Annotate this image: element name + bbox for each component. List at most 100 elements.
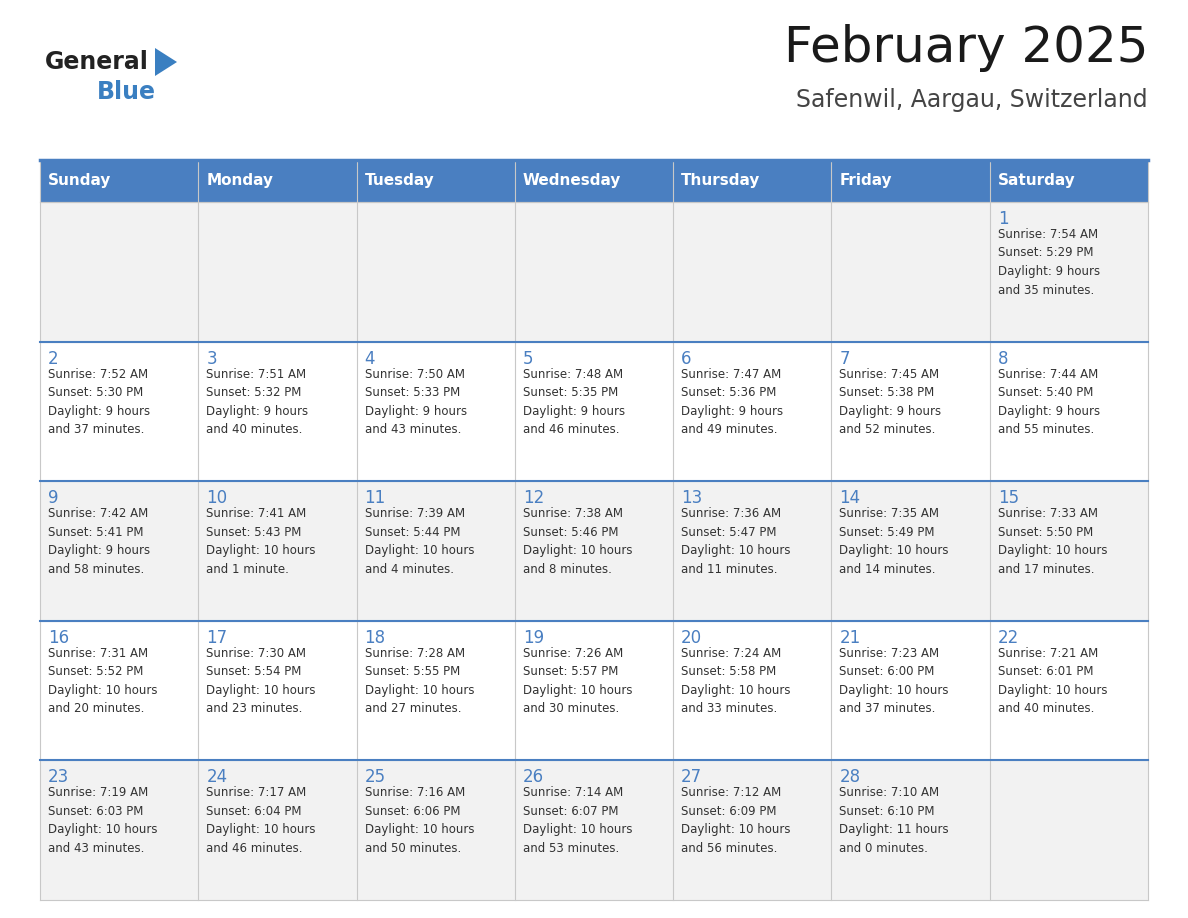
Text: 21: 21 bbox=[840, 629, 860, 647]
Bar bbox=[514, 621, 674, 760]
Bar bbox=[356, 202, 514, 341]
Text: Sunrise: 7:51 AM
Sunset: 5:32 PM
Daylight: 9 hours
and 40 minutes.: Sunrise: 7:51 AM Sunset: 5:32 PM Dayligh… bbox=[207, 367, 309, 436]
Text: Sunrise: 7:44 AM
Sunset: 5:40 PM
Daylight: 9 hours
and 55 minutes.: Sunrise: 7:44 AM Sunset: 5:40 PM Dayligh… bbox=[998, 367, 1100, 436]
Polygon shape bbox=[154, 48, 177, 76]
Text: 2: 2 bbox=[48, 350, 58, 367]
Bar bbox=[674, 481, 832, 621]
Text: Saturday: Saturday bbox=[998, 174, 1075, 188]
Text: Sunrise: 7:41 AM
Sunset: 5:43 PM
Daylight: 10 hours
and 1 minute.: Sunrise: 7:41 AM Sunset: 5:43 PM Dayligh… bbox=[207, 508, 316, 576]
Text: 14: 14 bbox=[840, 489, 860, 508]
Text: Sunrise: 7:38 AM
Sunset: 5:46 PM
Daylight: 10 hours
and 8 minutes.: Sunrise: 7:38 AM Sunset: 5:46 PM Dayligh… bbox=[523, 508, 632, 576]
Bar bbox=[674, 202, 832, 341]
Text: Sunrise: 7:30 AM
Sunset: 5:54 PM
Daylight: 10 hours
and 23 minutes.: Sunrise: 7:30 AM Sunset: 5:54 PM Dayligh… bbox=[207, 647, 316, 715]
Text: 1: 1 bbox=[998, 210, 1009, 228]
Bar bbox=[674, 341, 832, 481]
Bar bbox=[832, 202, 990, 341]
Bar bbox=[40, 621, 198, 760]
Text: Monday: Monday bbox=[207, 174, 273, 188]
Text: Thursday: Thursday bbox=[681, 174, 760, 188]
Text: 9: 9 bbox=[48, 489, 58, 508]
Text: 20: 20 bbox=[681, 629, 702, 647]
Text: 6: 6 bbox=[681, 350, 691, 367]
Text: Sunrise: 7:21 AM
Sunset: 6:01 PM
Daylight: 10 hours
and 40 minutes.: Sunrise: 7:21 AM Sunset: 6:01 PM Dayligh… bbox=[998, 647, 1107, 715]
Bar bbox=[514, 341, 674, 481]
Bar bbox=[990, 341, 1148, 481]
Text: February 2025: February 2025 bbox=[784, 24, 1148, 72]
Text: General: General bbox=[45, 50, 148, 74]
Bar bbox=[832, 481, 990, 621]
Text: Sunrise: 7:39 AM
Sunset: 5:44 PM
Daylight: 10 hours
and 4 minutes.: Sunrise: 7:39 AM Sunset: 5:44 PM Dayligh… bbox=[365, 508, 474, 576]
Text: 27: 27 bbox=[681, 768, 702, 787]
Bar bbox=[990, 202, 1148, 341]
Bar bbox=[198, 481, 356, 621]
Text: Sunrise: 7:45 AM
Sunset: 5:38 PM
Daylight: 9 hours
and 52 minutes.: Sunrise: 7:45 AM Sunset: 5:38 PM Dayligh… bbox=[840, 367, 942, 436]
Bar bbox=[674, 160, 832, 202]
Text: 5: 5 bbox=[523, 350, 533, 367]
Text: Sunrise: 7:52 AM
Sunset: 5:30 PM
Daylight: 9 hours
and 37 minutes.: Sunrise: 7:52 AM Sunset: 5:30 PM Dayligh… bbox=[48, 367, 150, 436]
Bar bbox=[832, 160, 990, 202]
Bar bbox=[356, 341, 514, 481]
Text: 10: 10 bbox=[207, 489, 227, 508]
Text: Sunrise: 7:50 AM
Sunset: 5:33 PM
Daylight: 9 hours
and 43 minutes.: Sunrise: 7:50 AM Sunset: 5:33 PM Dayligh… bbox=[365, 367, 467, 436]
Text: Sunrise: 7:33 AM
Sunset: 5:50 PM
Daylight: 10 hours
and 17 minutes.: Sunrise: 7:33 AM Sunset: 5:50 PM Dayligh… bbox=[998, 508, 1107, 576]
Text: 16: 16 bbox=[48, 629, 69, 647]
Text: Sunrise: 7:36 AM
Sunset: 5:47 PM
Daylight: 10 hours
and 11 minutes.: Sunrise: 7:36 AM Sunset: 5:47 PM Dayligh… bbox=[681, 508, 791, 576]
Bar bbox=[40, 160, 198, 202]
Text: 24: 24 bbox=[207, 768, 227, 787]
Bar bbox=[356, 481, 514, 621]
Text: Blue: Blue bbox=[97, 80, 156, 104]
Text: Sunrise: 7:35 AM
Sunset: 5:49 PM
Daylight: 10 hours
and 14 minutes.: Sunrise: 7:35 AM Sunset: 5:49 PM Dayligh… bbox=[840, 508, 949, 576]
Bar bbox=[356, 760, 514, 900]
Bar bbox=[514, 481, 674, 621]
Text: Tuesday: Tuesday bbox=[365, 174, 435, 188]
Bar bbox=[514, 760, 674, 900]
Text: 26: 26 bbox=[523, 768, 544, 787]
Bar bbox=[514, 202, 674, 341]
Text: Wednesday: Wednesday bbox=[523, 174, 621, 188]
Text: Sunrise: 7:47 AM
Sunset: 5:36 PM
Daylight: 9 hours
and 49 minutes.: Sunrise: 7:47 AM Sunset: 5:36 PM Dayligh… bbox=[681, 367, 783, 436]
Text: Sunrise: 7:31 AM
Sunset: 5:52 PM
Daylight: 10 hours
and 20 minutes.: Sunrise: 7:31 AM Sunset: 5:52 PM Dayligh… bbox=[48, 647, 158, 715]
Text: 12: 12 bbox=[523, 489, 544, 508]
Bar bbox=[674, 621, 832, 760]
Bar bbox=[198, 760, 356, 900]
Text: 7: 7 bbox=[840, 350, 849, 367]
Text: Sunrise: 7:54 AM
Sunset: 5:29 PM
Daylight: 9 hours
and 35 minutes.: Sunrise: 7:54 AM Sunset: 5:29 PM Dayligh… bbox=[998, 228, 1100, 297]
Text: Safenwil, Aargau, Switzerland: Safenwil, Aargau, Switzerland bbox=[796, 88, 1148, 112]
Bar bbox=[40, 202, 198, 341]
Text: 25: 25 bbox=[365, 768, 386, 787]
Bar bbox=[198, 341, 356, 481]
Bar bbox=[832, 760, 990, 900]
Bar bbox=[990, 481, 1148, 621]
Text: Sunrise: 7:28 AM
Sunset: 5:55 PM
Daylight: 10 hours
and 27 minutes.: Sunrise: 7:28 AM Sunset: 5:55 PM Dayligh… bbox=[365, 647, 474, 715]
Text: Sunrise: 7:12 AM
Sunset: 6:09 PM
Daylight: 10 hours
and 56 minutes.: Sunrise: 7:12 AM Sunset: 6:09 PM Dayligh… bbox=[681, 787, 791, 855]
Bar bbox=[990, 160, 1148, 202]
Text: 17: 17 bbox=[207, 629, 227, 647]
Text: Sunrise: 7:16 AM
Sunset: 6:06 PM
Daylight: 10 hours
and 50 minutes.: Sunrise: 7:16 AM Sunset: 6:06 PM Dayligh… bbox=[365, 787, 474, 855]
Text: 18: 18 bbox=[365, 629, 386, 647]
Text: 23: 23 bbox=[48, 768, 69, 787]
Bar bbox=[356, 621, 514, 760]
Bar bbox=[674, 760, 832, 900]
Text: 28: 28 bbox=[840, 768, 860, 787]
Bar bbox=[198, 621, 356, 760]
Bar bbox=[198, 160, 356, 202]
Text: Sunrise: 7:42 AM
Sunset: 5:41 PM
Daylight: 9 hours
and 58 minutes.: Sunrise: 7:42 AM Sunset: 5:41 PM Dayligh… bbox=[48, 508, 150, 576]
Text: 19: 19 bbox=[523, 629, 544, 647]
Text: 22: 22 bbox=[998, 629, 1019, 647]
Text: Sunday: Sunday bbox=[48, 174, 112, 188]
Bar bbox=[990, 760, 1148, 900]
Text: Sunrise: 7:48 AM
Sunset: 5:35 PM
Daylight: 9 hours
and 46 minutes.: Sunrise: 7:48 AM Sunset: 5:35 PM Dayligh… bbox=[523, 367, 625, 436]
Text: Sunrise: 7:24 AM
Sunset: 5:58 PM
Daylight: 10 hours
and 33 minutes.: Sunrise: 7:24 AM Sunset: 5:58 PM Dayligh… bbox=[681, 647, 791, 715]
Text: 8: 8 bbox=[998, 350, 1009, 367]
Text: Sunrise: 7:17 AM
Sunset: 6:04 PM
Daylight: 10 hours
and 46 minutes.: Sunrise: 7:17 AM Sunset: 6:04 PM Dayligh… bbox=[207, 787, 316, 855]
Bar bbox=[40, 481, 198, 621]
Text: 4: 4 bbox=[365, 350, 375, 367]
Bar bbox=[990, 621, 1148, 760]
Text: Friday: Friday bbox=[840, 174, 892, 188]
Text: Sunrise: 7:19 AM
Sunset: 6:03 PM
Daylight: 10 hours
and 43 minutes.: Sunrise: 7:19 AM Sunset: 6:03 PM Dayligh… bbox=[48, 787, 158, 855]
Text: Sunrise: 7:10 AM
Sunset: 6:10 PM
Daylight: 11 hours
and 0 minutes.: Sunrise: 7:10 AM Sunset: 6:10 PM Dayligh… bbox=[840, 787, 949, 855]
Bar bbox=[832, 621, 990, 760]
Text: 3: 3 bbox=[207, 350, 217, 367]
Text: 11: 11 bbox=[365, 489, 386, 508]
Text: 13: 13 bbox=[681, 489, 702, 508]
